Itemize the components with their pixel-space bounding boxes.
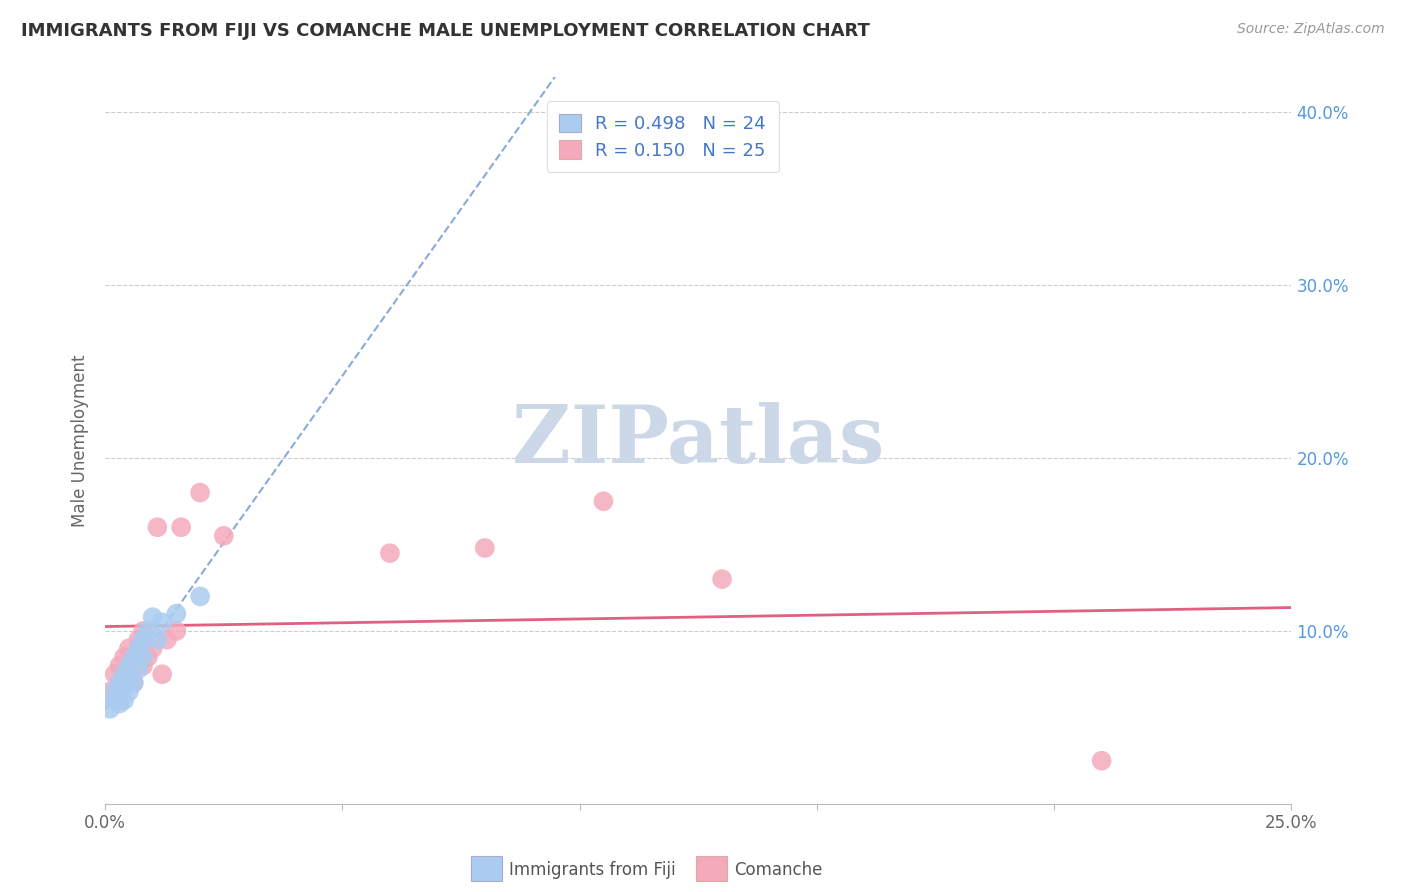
- Point: [112, 693, 135, 707]
- Point: [711, 572, 734, 586]
- Point: [127, 632, 149, 647]
- Point: [112, 667, 135, 681]
- Point: [132, 624, 155, 638]
- Text: Source: ZipAtlas.com: Source: ZipAtlas.com: [1237, 22, 1385, 37]
- Point: [378, 546, 401, 560]
- Point: [132, 632, 155, 647]
- Text: Comanche: Comanche: [734, 861, 823, 879]
- Point: [132, 649, 155, 664]
- Point: [170, 520, 193, 534]
- Point: [108, 676, 131, 690]
- Point: [104, 693, 127, 707]
- Point: [98, 684, 121, 698]
- Y-axis label: Male Unemployment: Male Unemployment: [72, 354, 89, 527]
- Point: [122, 676, 145, 690]
- Point: [146, 632, 169, 647]
- Point: [108, 697, 131, 711]
- Legend: R = 0.498   N = 24, R = 0.150   N = 25: R = 0.498 N = 24, R = 0.150 N = 25: [547, 101, 779, 172]
- Point: [150, 615, 173, 630]
- Point: [150, 667, 173, 681]
- Point: [136, 624, 159, 638]
- Point: [112, 649, 135, 664]
- Point: [108, 693, 131, 707]
- Point: [127, 641, 149, 656]
- Point: [104, 667, 127, 681]
- Point: [188, 485, 211, 500]
- Text: ZIPatlas: ZIPatlas: [512, 401, 884, 480]
- Point: [118, 684, 141, 698]
- Point: [165, 624, 187, 638]
- Point: [112, 679, 135, 693]
- Point: [1091, 754, 1114, 768]
- Point: [165, 607, 187, 621]
- Point: [118, 641, 141, 656]
- Point: [118, 673, 141, 687]
- Point: [118, 667, 141, 681]
- Point: [212, 529, 235, 543]
- Point: [132, 658, 155, 673]
- Point: [98, 702, 121, 716]
- Text: Immigrants from Fiji: Immigrants from Fiji: [509, 861, 676, 879]
- Point: [142, 610, 165, 624]
- Point: [474, 541, 496, 555]
- Point: [118, 658, 141, 673]
- Point: [122, 676, 145, 690]
- Point: [156, 632, 179, 647]
- Point: [104, 684, 127, 698]
- Point: [108, 658, 131, 673]
- Point: [108, 690, 131, 704]
- Point: [592, 494, 614, 508]
- Point: [122, 649, 145, 664]
- Text: IMMIGRANTS FROM FIJI VS COMANCHE MALE UNEMPLOYMENT CORRELATION CHART: IMMIGRANTS FROM FIJI VS COMANCHE MALE UN…: [21, 22, 870, 40]
- Point: [127, 662, 149, 676]
- Point: [188, 590, 211, 604]
- Point: [142, 641, 165, 656]
- Point: [146, 520, 169, 534]
- Point: [136, 649, 159, 664]
